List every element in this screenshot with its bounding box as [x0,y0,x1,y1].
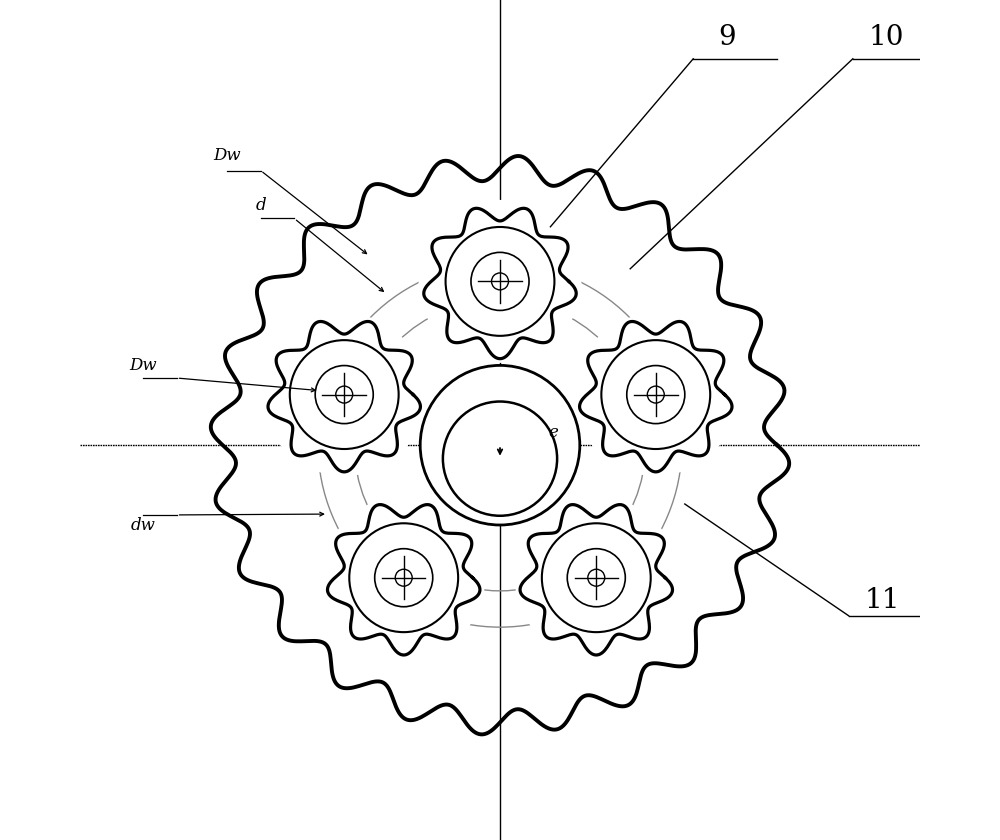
Circle shape [567,549,625,606]
Circle shape [443,402,557,516]
Circle shape [263,313,426,476]
Circle shape [375,549,433,606]
Circle shape [446,227,554,336]
Text: Dw: Dw [129,357,157,374]
Circle shape [627,365,685,423]
Circle shape [601,340,710,449]
Circle shape [315,365,373,423]
Circle shape [349,523,458,633]
Text: 9: 9 [718,24,736,51]
Text: Dw: Dw [213,147,241,164]
Circle shape [588,570,605,586]
Circle shape [647,386,664,403]
Circle shape [336,386,353,403]
Circle shape [574,313,737,476]
Circle shape [290,340,399,449]
Circle shape [515,496,678,659]
Text: 10: 10 [869,24,904,51]
Circle shape [542,523,651,633]
Circle shape [420,365,580,525]
Circle shape [395,570,412,586]
Text: d: d [255,197,266,214]
Text: 11: 11 [864,587,900,614]
Text: e: e [549,424,559,441]
Text: dw: dw [131,517,155,533]
Circle shape [322,496,485,659]
Circle shape [419,200,581,363]
Circle shape [471,252,529,311]
Circle shape [492,273,508,290]
